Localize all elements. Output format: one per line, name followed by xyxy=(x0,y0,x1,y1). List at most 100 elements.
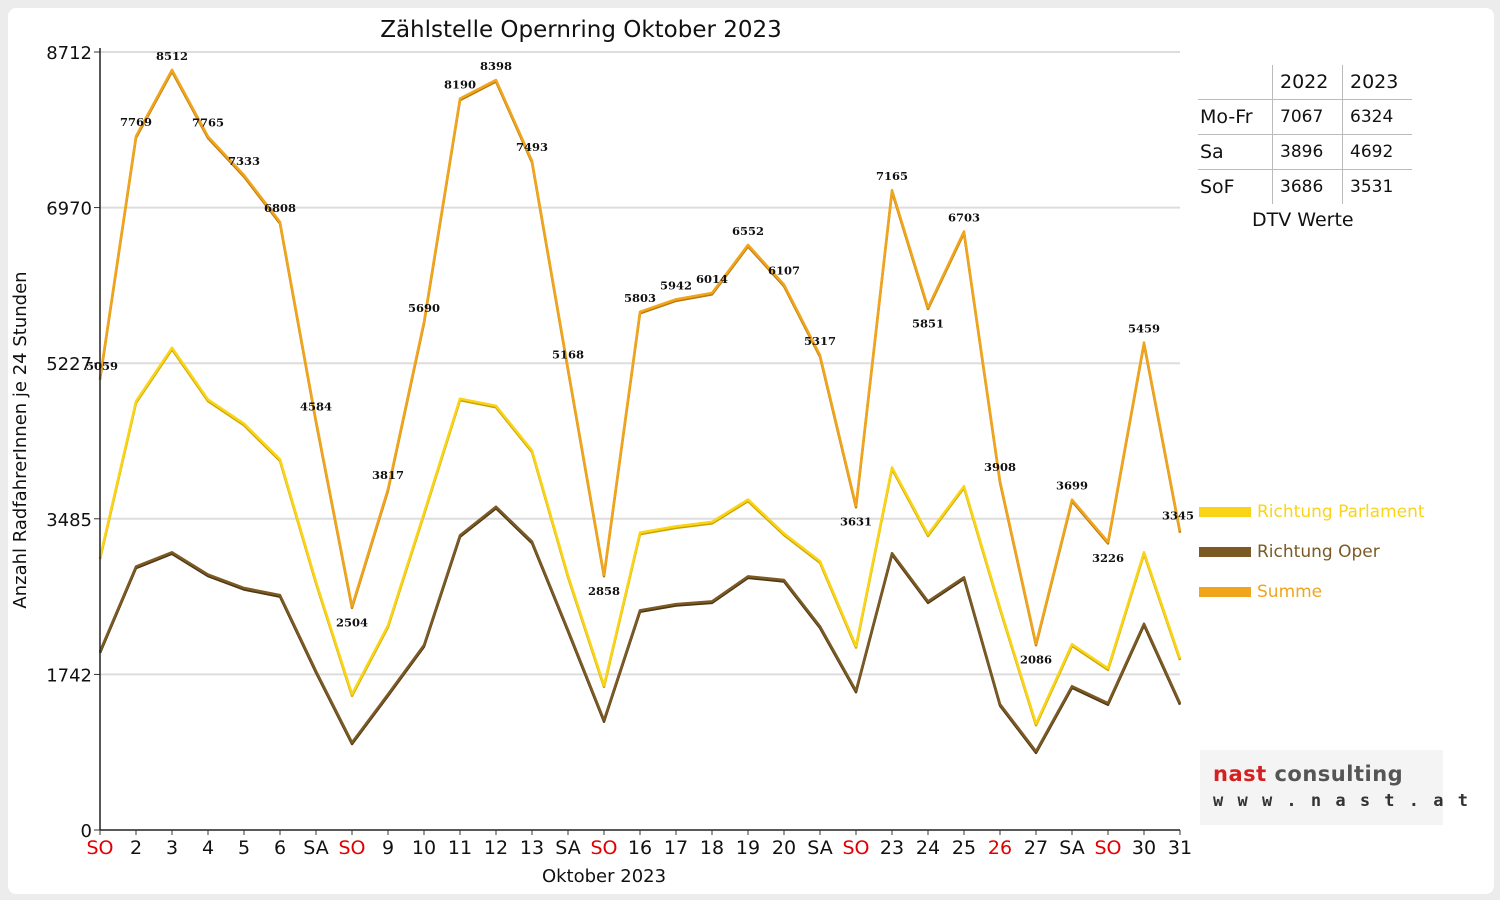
data-label: 4584 xyxy=(300,400,332,414)
data-label: 5459 xyxy=(1128,321,1160,335)
x-tick-label: SA xyxy=(303,837,328,859)
data-label: 2858 xyxy=(588,584,620,598)
x-tick-label: 23 xyxy=(880,837,904,859)
data-label: 7765 xyxy=(192,116,224,130)
dtv-row-label: Sa xyxy=(1198,134,1273,170)
dtv-value-2023: 6324 xyxy=(1342,99,1412,135)
y-axis-label: Anzahl RadfahrerInnen je 24 Stunden xyxy=(10,271,31,608)
dtv-header-2022: 2022 xyxy=(1272,65,1343,100)
legend: Richtung Parlament Richtung Oper Summe xyxy=(1199,492,1425,612)
dtv-value-2023: 4692 xyxy=(1342,134,1412,170)
data-label: 6808 xyxy=(264,201,296,215)
legend-swatch-parlament xyxy=(1199,507,1251,517)
y-tick-labels: 0 1742 3485 5227 6970 8712 xyxy=(46,43,92,842)
y-tick-label: 5227 xyxy=(46,354,92,375)
x-tick-label: 31 xyxy=(1168,837,1192,859)
legend-item-oper: Richtung Oper xyxy=(1199,532,1425,572)
data-label: 3817 xyxy=(372,468,404,482)
x-tick-label: SO xyxy=(338,837,365,859)
data-label: 5803 xyxy=(624,291,656,305)
legend-swatch-oper xyxy=(1199,547,1251,557)
dtv-value-2022: 3896 xyxy=(1272,134,1343,170)
data-label: 5851 xyxy=(912,316,944,330)
series-line-summe xyxy=(98,68,1182,645)
x-tick-labels: SO 2 3 4 5 6 SA SO 9 10 11 12 13 SA SO 16 17 18 19 20 SA SO 23… xyxy=(86,837,1192,859)
x-axis-label: Oktober 2023 xyxy=(542,866,666,887)
x-tick-label: SA xyxy=(807,837,832,859)
logo-name-brand: nast xyxy=(1213,762,1267,786)
dtv-value-2022: 7067 xyxy=(1272,99,1343,135)
data-label: 5168 xyxy=(552,347,584,361)
data-label: 7333 xyxy=(228,154,260,168)
data-label: 8190 xyxy=(444,78,476,92)
x-tick-label: 6 xyxy=(274,837,286,859)
dtv-caption: DTV Werte xyxy=(1252,209,1354,231)
nast-consulting-logo: nast consulting w w w . n a s t . a t xyxy=(1200,750,1468,825)
x-tick-label: 19 xyxy=(736,837,760,859)
dtv-row: SoF 3686 3531 xyxy=(1198,169,1412,204)
data-label: 6703 xyxy=(948,210,980,224)
x-tick-label: 30 xyxy=(1132,837,1156,859)
x-tick-label: SO xyxy=(590,837,617,859)
x-tick-label: SA xyxy=(1059,837,1084,859)
x-tick-label: 5 xyxy=(238,837,250,859)
legend-label-summe: Summe xyxy=(1257,582,1323,602)
legend-label-oper: Richtung Oper xyxy=(1257,542,1380,562)
series-line-oper xyxy=(98,505,1182,753)
logo-url: w w w . n a s t . a t xyxy=(1213,791,1470,811)
x-tick-label: 10 xyxy=(412,837,436,859)
x-tick-label: 20 xyxy=(772,837,796,859)
x-tick-label: 12 xyxy=(484,837,508,859)
logo-name: nast consulting xyxy=(1213,762,1403,786)
legend-label-parlament: Richtung Parlament xyxy=(1257,502,1425,522)
axes xyxy=(94,48,1181,835)
data-label: 2086 xyxy=(1020,653,1052,667)
y-tick-label: 6970 xyxy=(46,199,92,220)
data-label: 5690 xyxy=(408,301,440,315)
series-line-shadow xyxy=(98,506,1182,755)
data-label: 3345 xyxy=(1162,508,1194,522)
data-label: 3631 xyxy=(840,515,872,529)
y-tick-label: 0 xyxy=(81,821,92,842)
chart-title: Zählstelle Opernring Oktober 2023 xyxy=(380,17,782,43)
x-tick-label: 4 xyxy=(202,837,214,859)
data-label: 8398 xyxy=(480,59,512,73)
dtv-row: Mo-Fr 7067 6324 xyxy=(1198,99,1412,135)
gridlines xyxy=(100,51,1180,676)
data-label: 2504 xyxy=(336,615,368,629)
legend-item-parlament: Richtung Parlament xyxy=(1199,492,1425,532)
x-tick-label: 18 xyxy=(700,837,724,859)
x-tick-label: 25 xyxy=(952,837,976,859)
series-line-parlament xyxy=(98,346,1182,725)
dtv-header-empty xyxy=(1198,65,1273,100)
dtv-value-2023: 3531 xyxy=(1342,169,1412,204)
data-label: 5317 xyxy=(804,334,836,348)
x-tick-label: 27 xyxy=(1024,837,1048,859)
data-label: 6552 xyxy=(732,224,764,238)
x-tick-label: SA xyxy=(555,837,580,859)
data-label: 3699 xyxy=(1056,479,1088,493)
data-label: 3908 xyxy=(984,460,1016,474)
dtv-table-header: 2022 2023 xyxy=(1198,65,1412,100)
dtv-header-2023: 2023 xyxy=(1350,71,1399,93)
data-label: 8512 xyxy=(156,49,188,63)
data-label: 5942 xyxy=(660,278,692,292)
logo-name-rest: consulting xyxy=(1274,762,1404,786)
data-label: 7493 xyxy=(516,140,548,154)
x-tick-label: 26 xyxy=(988,837,1012,859)
x-tick-label: SO xyxy=(86,837,113,859)
legend-swatch-summe xyxy=(1199,587,1251,597)
x-tick-label: 24 xyxy=(916,837,940,859)
dtv-table: 2022 2023 Mo-Fr 7067 6324 Sa 3896 4692 S… xyxy=(1198,65,1412,204)
data-label: 6107 xyxy=(768,264,800,278)
data-label: 5059 xyxy=(86,359,118,373)
x-tick-label: 9 xyxy=(382,837,394,859)
series-lines xyxy=(98,68,1182,755)
x-tick-label: 3 xyxy=(166,837,178,859)
dtv-value-2022: 3686 xyxy=(1272,169,1343,204)
dtv-row-label: Mo-Fr xyxy=(1198,99,1273,135)
x-tick-label: SO xyxy=(842,837,869,859)
dtv-row-label: SoF xyxy=(1198,169,1273,204)
data-label: 3226 xyxy=(1092,551,1124,565)
x-tick-label: 13 xyxy=(520,837,544,859)
